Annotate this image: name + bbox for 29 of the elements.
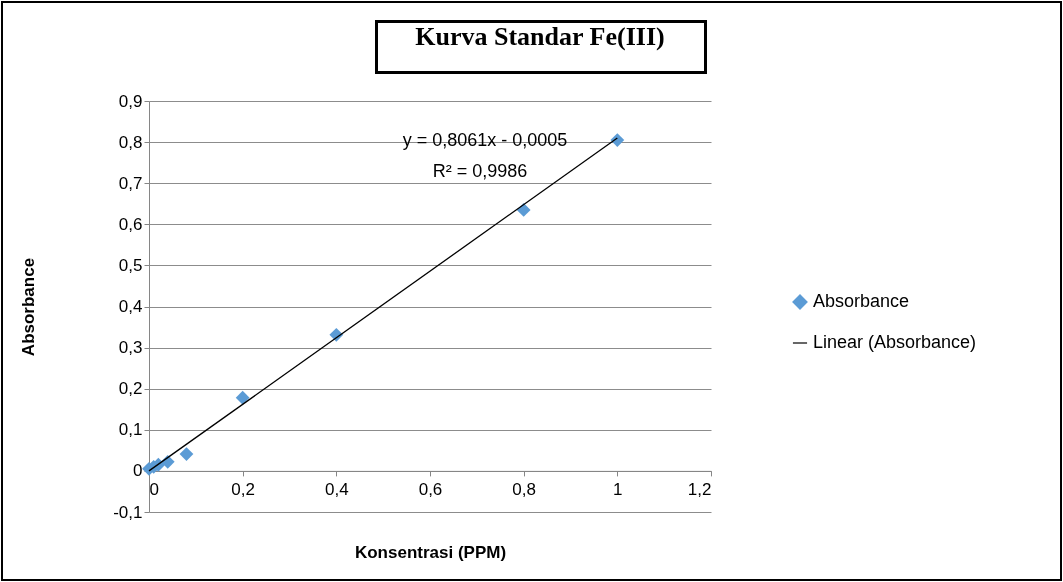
x-tick-label: 0,4	[325, 480, 349, 500]
point	[516, 203, 531, 217]
y-tick-label: 0,8	[118, 132, 143, 152]
x-tick-label: 0,2	[231, 480, 255, 500]
x-tick-label: 1,2	[687, 480, 712, 500]
y-tick-label: 0,9	[118, 91, 143, 111]
y-tick-label: 0,5	[118, 255, 143, 275]
annotation: y = 0,8061x - 0,0005	[402, 130, 568, 150]
y-tick-label: 0,7	[118, 173, 143, 193]
point	[235, 390, 250, 405]
y-tick-label: 0,4	[118, 297, 143, 316]
y-tick-label: 0,1	[118, 420, 143, 440]
annotation: R² = 0,9986	[432, 161, 528, 181]
x-tick-label: 1	[613, 480, 623, 500]
y-tick-label: 0,2	[118, 379, 143, 399]
point	[179, 447, 194, 461]
x-tick-label: 0,6	[418, 480, 443, 500]
x-axis-title: Konsentrasi (PPM)	[354, 543, 507, 563]
y-tick-label: -0,1	[113, 502, 143, 522]
y-tick-label: 0	[133, 461, 143, 481]
y-tick-label: 0,3	[118, 338, 143, 358]
legend-label: Linear (Absorbance)	[813, 332, 977, 352]
legend-label: Absorbance	[813, 291, 910, 311]
chart-title: Kurva Standar Fe(III)	[415, 22, 665, 51]
x-tick-label: 0,8	[512, 480, 536, 500]
y-axis-title: Absorbance	[18, 257, 38, 357]
x-tick-label: 0	[149, 480, 159, 500]
y-tick-label: 0,6	[118, 214, 143, 234]
point	[610, 133, 625, 147]
